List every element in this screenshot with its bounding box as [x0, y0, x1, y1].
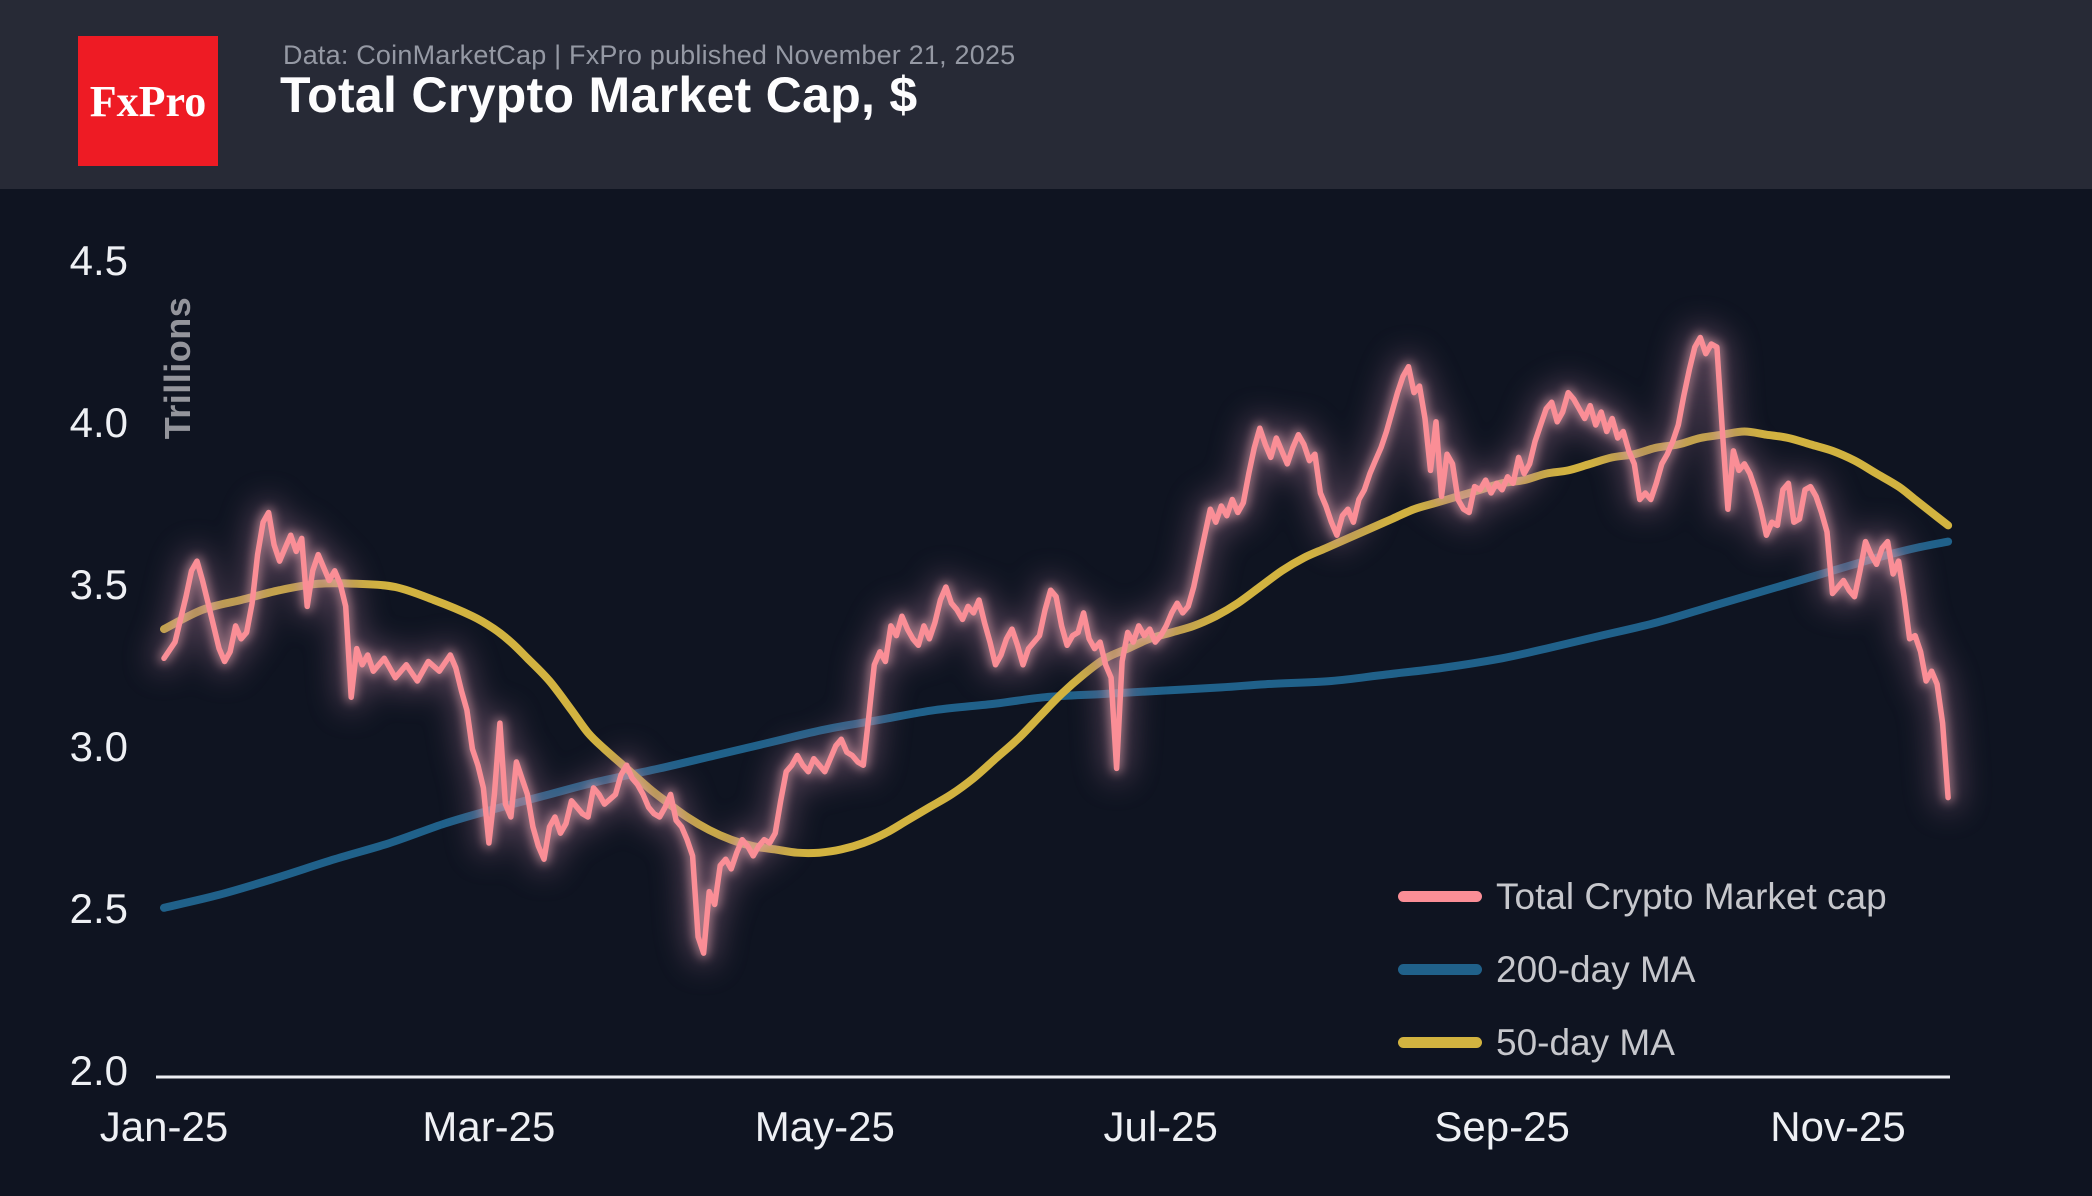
y-tick-2.5: 2.5 [69, 885, 128, 932]
x-tick-Sep-25: Sep-25 [1434, 1103, 1570, 1150]
legend-label-200-day-ma: 200-day MA [1496, 948, 1696, 990]
legend-swatch-50-day-ma [1398, 1037, 1482, 1048]
legend-label-50-day-ma: 50-day MA [1496, 1021, 1675, 1063]
legend-item-200-day-ma: 200-day MA [1398, 933, 1887, 1006]
legend-swatch-total-crypto-market-cap [1398, 891, 1482, 902]
legend-item-total-crypto-market-cap: Total Crypto Market cap [1398, 860, 1887, 933]
chart-legend: Total Crypto Market cap 200-day MA 50-day … [1398, 860, 1887, 1079]
fxpro-logo-text: FxPro [89, 76, 207, 126]
chart-source-subtitle: Data: CoinMarketCap | FxPro published No… [283, 40, 1016, 70]
legend-item-50-day-ma: 50-day MA [1398, 1006, 1887, 1079]
y-tick-2.0: 2.0 [69, 1047, 128, 1094]
y-axis-title: Trillions [157, 296, 198, 440]
y-tick-3.0: 3.0 [69, 723, 128, 770]
x-tick-Jul-25: Jul-25 [1103, 1103, 1218, 1150]
page-title: Total Crypto Market Cap, $ [280, 67, 918, 123]
x-tick-Mar-25: Mar-25 [422, 1103, 556, 1150]
x-tick-Nov-25: Nov-25 [1770, 1103, 1906, 1150]
legend-swatch-200-day-ma [1398, 964, 1482, 975]
x-tick-Jan-25: Jan-25 [99, 1103, 229, 1150]
total-crypto-market-cap-line [161, 334, 1951, 956]
y-tick-3.5: 3.5 [69, 561, 128, 608]
legend-label-total-crypto-market-cap: Total Crypto Market cap [1496, 875, 1887, 917]
200-day-ma-line [160, 537, 1953, 912]
fxpro-logo: FxPro [78, 36, 218, 166]
x-tick-May-25: May-25 [754, 1103, 895, 1150]
y-tick-4.0: 4.0 [69, 399, 128, 446]
header-bar: FxPro Data: CoinMarketCap | FxPro publis… [0, 0, 2092, 189]
y-tick-4.5: 4.5 [69, 237, 128, 284]
